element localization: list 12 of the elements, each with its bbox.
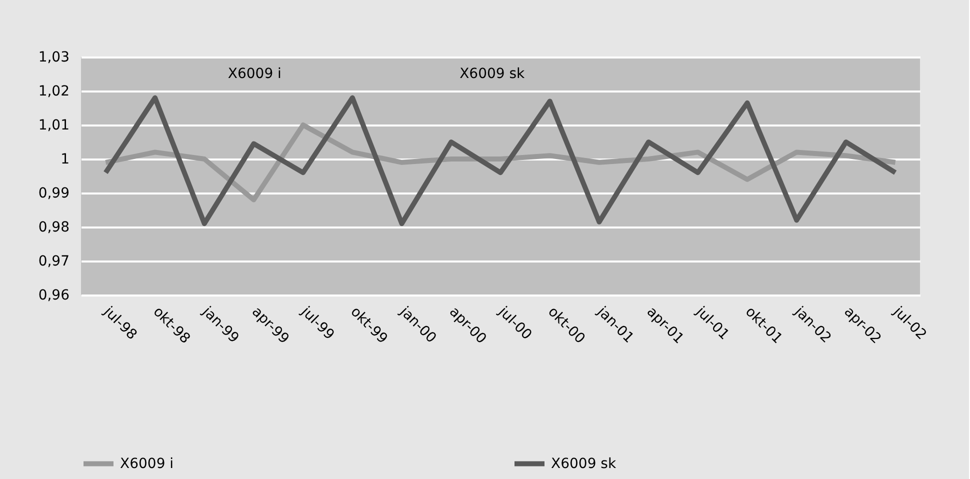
y-tick-label: 0,98 [38,220,70,236]
y-tick-label: 0,99 [38,186,70,202]
y-tick-label: 1,02 [38,84,70,100]
legend-label: X6009 i [120,456,174,472]
y-tick-label: 1,01 [38,118,70,134]
y-tick-label: 0,97 [38,254,70,270]
annotation: X6009 i [228,66,282,82]
y-tick-label: 1 [60,152,70,168]
y-tick-label: 1,03 [38,50,70,66]
y-tick-label: 0,96 [38,288,70,304]
legend-label: X6009 sk [551,456,617,472]
annotation: X6009 sk [460,66,526,82]
